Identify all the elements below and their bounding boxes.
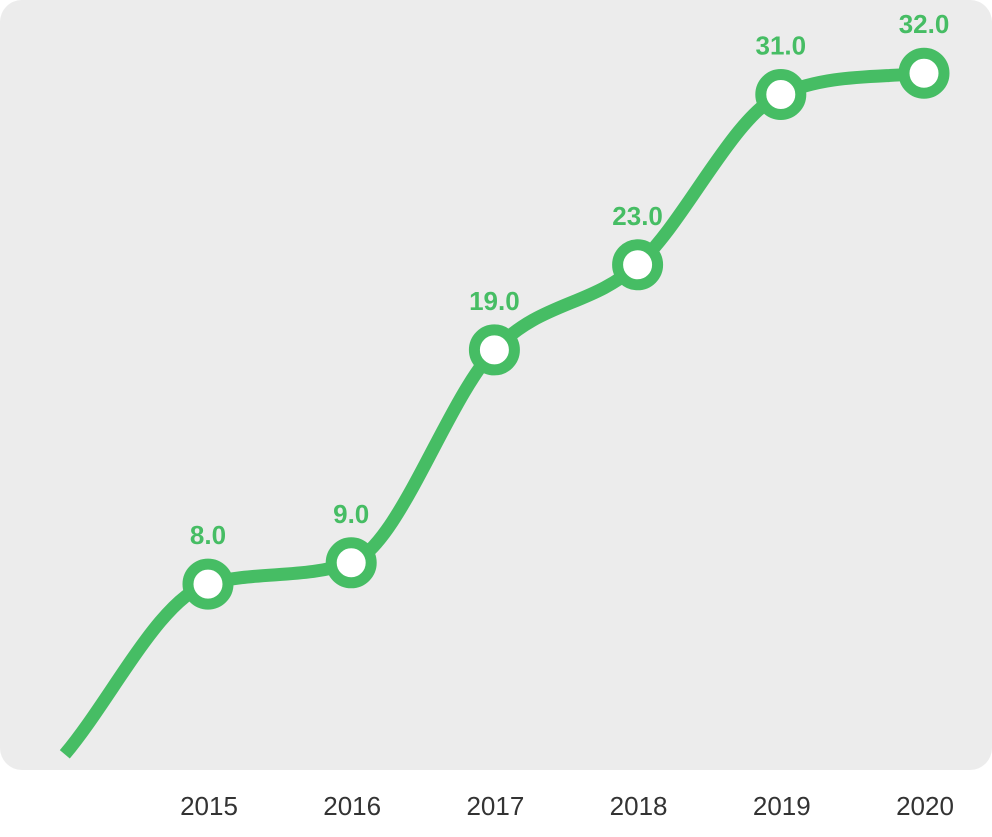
data-label-2017: 19.0	[469, 286, 520, 316]
data-label-2018: 23.0	[612, 201, 663, 231]
data-point-2018	[612, 239, 664, 291]
data-point-2016	[325, 537, 377, 589]
data-label-2015: 8.0	[190, 520, 226, 550]
x-tick-2020: 2020	[896, 791, 954, 821]
data-point-2015	[182, 558, 234, 610]
x-tick-2016: 2016	[323, 791, 381, 821]
x-tick-2017: 2017	[466, 791, 524, 821]
data-point-2019	[755, 69, 807, 120]
x-tick-2018: 2018	[610, 791, 668, 821]
data-point-2017	[468, 324, 520, 376]
data-label-2019: 31.0	[755, 31, 806, 61]
x-tick-2019: 2019	[753, 791, 811, 821]
data-point-2020	[898, 47, 950, 99]
x-axis-ticks: 2015 2016 2017 2018 2019 2020	[180, 791, 954, 821]
data-labels: 8.0 9.0 19.0 23.0 31.0 32.0	[190, 9, 949, 550]
x-tick-2015: 2015	[180, 791, 238, 821]
data-points	[182, 47, 950, 610]
data-label-2020: 32.0	[899, 9, 950, 39]
data-label-2016: 9.0	[333, 499, 369, 529]
plot-background	[0, 0, 992, 770]
